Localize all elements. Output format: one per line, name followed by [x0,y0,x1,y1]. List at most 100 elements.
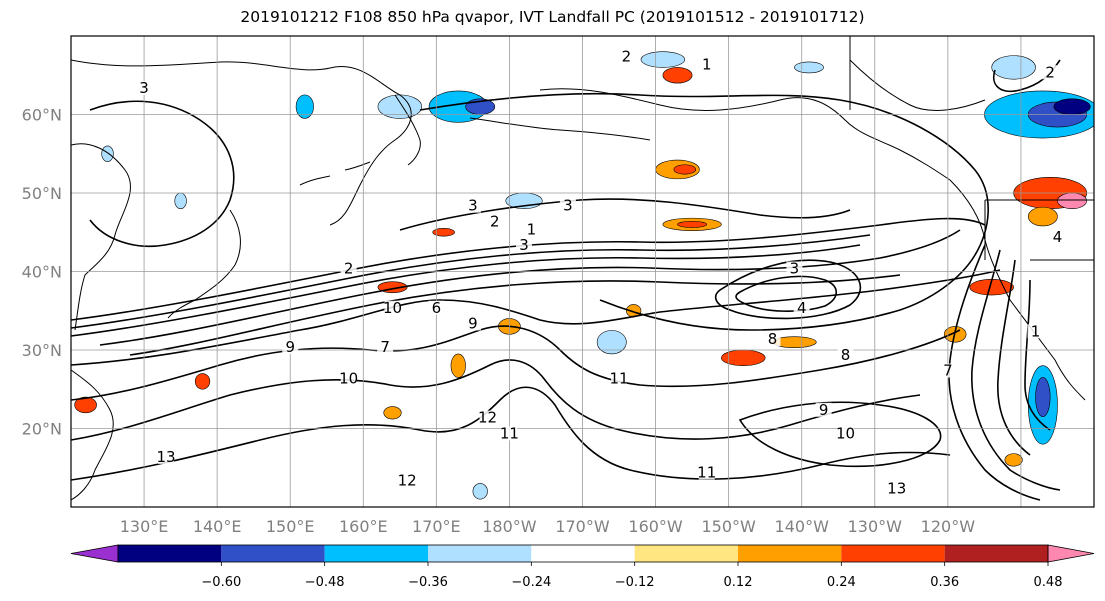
colorbar-tick-label: 0.48 [1034,575,1063,590]
contour-label-bg [384,300,401,315]
longitude-tick-label: 170°W [555,517,610,536]
contour-label: 1 [527,220,537,238]
contour-label-bg [1027,324,1044,339]
contour-label: 13 [156,448,175,466]
contour-line [71,359,921,441]
colorbar-bin [428,545,532,562]
contour-label: 3 [139,79,149,97]
qvapor-anomaly-patch [673,164,697,175]
contour-line [99,229,961,346]
contour-line [971,249,1061,491]
contour-label: 8 [841,346,851,364]
coastline-north-america [849,59,1094,507]
contour-label-bg [136,80,153,95]
contour-label-bg [428,300,445,315]
contour-line [89,100,235,248]
contour-label: 12 [478,409,497,427]
contour-label: 11 [500,424,519,442]
contour-label-bg [377,340,394,354]
contour-label-bg [1049,230,1066,245]
contour-label: 9 [468,314,478,332]
colorbar-bin [841,545,945,562]
contour-label: 2 [344,260,354,278]
contour-line [1024,279,1051,431]
qvapor-anomaly-patch [596,330,627,355]
colorbar-bin [531,545,635,562]
contour-label-bg [837,347,854,362]
contour-label: 3 [468,197,478,215]
qvapor-anomaly-patch [432,228,455,237]
qvapor-anomaly-patch [1027,206,1058,227]
border-lines [849,36,1094,261]
contour-label-bg [479,410,496,425]
coastline-kamchatka [394,94,421,166]
qvapor-anomaly-patch [640,51,686,68]
contour-label: 4 [1053,228,1063,246]
contour-label: 1 [702,55,712,73]
gridlines [71,36,1094,507]
colorbar-bin [738,545,842,562]
contour-label-bg [523,222,540,237]
contour-line [738,401,942,468]
qvapor-anomaly-patch [794,61,824,74]
colorbar-tick-label: −0.48 [305,575,345,590]
colorbar-extend-low [70,544,119,563]
coastline-asia [71,143,131,501]
contour-line [71,386,951,481]
contour-label: 2 [490,212,500,230]
colorbar-tick-label: 0.12 [724,575,753,590]
colorbar-tick-label: −0.60 [201,575,241,590]
qvapor-anomaly-patch [450,353,466,378]
colorbar-bin [634,545,738,562]
contour-label-bg [501,426,518,441]
contour-label: 3 [519,236,529,254]
contour-label: 8 [768,330,778,348]
latitude-tick-label: 60°N [22,106,62,125]
contour-label: 10 [383,299,402,317]
qvapor-anomaly-patch [721,349,766,366]
contour-label-bg [1042,65,1059,80]
qvapor-anomaly-patch [174,192,187,209]
colorbar-tick-label: 0.36 [930,575,959,590]
contour-label-bg [282,340,299,354]
colorbar: −0.60 −0.48 −0.36 −0.24 −0.12 0.12 0.24 0.36 0.4… [70,544,1095,590]
contour-label: 2 [622,48,632,66]
qvapor-anomaly-patch [1057,192,1087,209]
contour-label: 13 [887,479,906,497]
contour-label-bg [157,449,174,464]
contour-label: 9 [285,338,295,356]
contour-label-bg [399,473,416,488]
contour-label-bg [698,465,715,480]
contour-label: 11 [697,464,716,482]
contour-label: 3 [563,197,573,215]
latitude-tick-label: 40°N [22,263,62,282]
longitude-tick-label: 170°E [412,517,461,536]
colorbar-frame [117,544,1049,563]
contour-line [419,92,989,331]
colorbar-bin [221,545,325,562]
contour-label: 2 [1045,63,1055,81]
colorbar-tick-label: −0.24 [511,575,551,590]
contour-label: 12 [398,471,417,489]
latitude-tick-label: 50°N [22,184,62,203]
ivt-contours [71,59,1061,501]
contour-label: 11 [609,369,628,387]
longitude-tick-label: 180°W [482,517,537,536]
colorbar-bin [118,545,222,562]
contour-label: 7 [943,362,953,380]
qvapor-anomaly-patch [1053,98,1091,115]
contour-label: 10 [836,424,855,442]
colorbar-bin [324,545,428,562]
longitude-tick-label: 130°E [120,517,169,536]
coastline-aleutians [469,117,651,141]
contour-line [71,217,986,321]
contour-label: 6 [432,299,442,317]
latitude-tick-label: 30°N [22,341,62,360]
map-title: 2019101212 F108 850 hPa qvapor, IVT Land… [240,8,865,26]
contour-label-bg [340,371,357,386]
contour-line [71,244,861,337]
contour-line [71,234,871,329]
longitude-tick-label: 140°W [775,517,830,536]
qvapor-anomaly-patch [472,483,488,500]
